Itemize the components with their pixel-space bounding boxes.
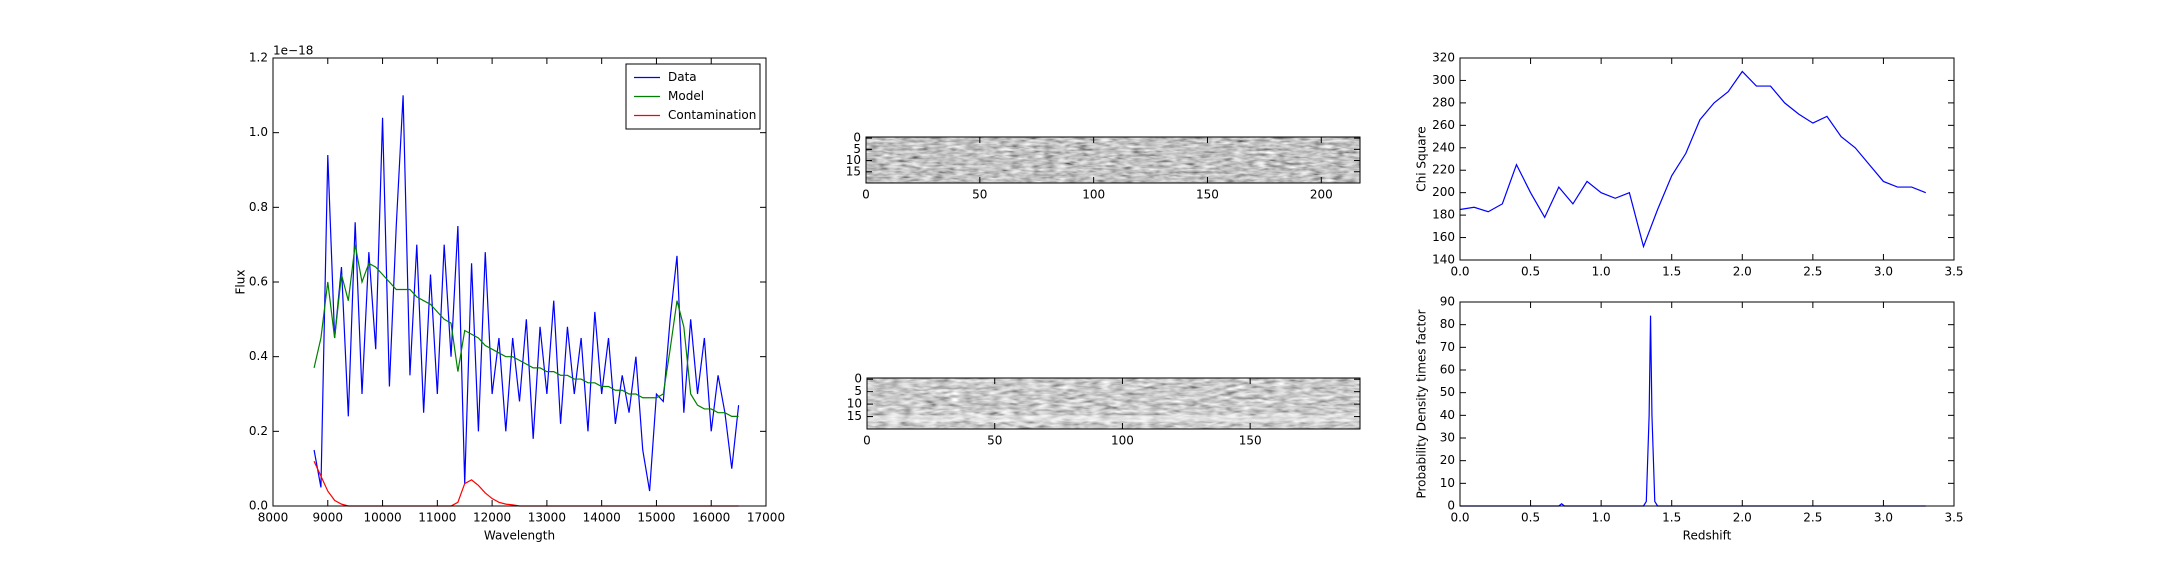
x-tick-label: 100 [1082, 188, 1105, 202]
x-tick-label: 13000 [528, 511, 566, 525]
x-tick-label: 0.0 [1450, 511, 1469, 525]
y-tick-label: 70 [1440, 340, 1455, 354]
y-tick-label: 0 [853, 131, 861, 145]
offset-text: 1e−18 [273, 44, 313, 58]
x-tick-label: 10000 [363, 511, 401, 525]
x-tick-label: 2.0 [1733, 265, 1752, 279]
x-tick-label: 1.0 [1592, 265, 1611, 279]
y-tick-label: 15 [847, 409, 862, 423]
y-axis-label: Chi Square [1415, 126, 1429, 191]
spectrum-image [867, 378, 1360, 429]
x-tick-label: 0.0 [1450, 265, 1469, 279]
y-tick-label: 200 [1432, 185, 1455, 199]
y-tick-label: 0.6 [249, 275, 268, 289]
x-tick-label: 0 [862, 188, 870, 202]
x-tick-label: 12000 [473, 511, 511, 525]
data-line [1460, 315, 1926, 507]
y-tick-label: 260 [1432, 118, 1455, 132]
y-tick-label: 0.2 [249, 424, 268, 438]
y-tick-label: 10 [846, 153, 861, 167]
x-axis-label: Wavelength [484, 529, 555, 543]
data-line [313, 95, 740, 492]
axes-frame [1459, 57, 1955, 261]
axes-frame [866, 377, 1361, 430]
y-tick-label: 1.2 [249, 51, 268, 65]
y-tick-label: 5 [853, 142, 861, 156]
y-tick-label: 80 [1440, 317, 1455, 331]
y-tick-label: 10 [1440, 476, 1455, 490]
x-tick-label: 2.5 [1803, 511, 1822, 525]
y-tick-label: 140 [1432, 253, 1455, 267]
x-tick-label: 1.5 [1662, 511, 1681, 525]
x-tick-label: 15000 [637, 511, 675, 525]
y-tick-label: 0 [1447, 499, 1455, 513]
x-tick-label: 0.5 [1521, 511, 1540, 525]
y-tick-label: 0 [854, 372, 862, 386]
y-tick-label: 15 [846, 164, 861, 178]
x-tick-label: 2.0 [1733, 511, 1752, 525]
x-tick-label: 3.5 [1944, 265, 1963, 279]
axes-frame [1459, 301, 1955, 507]
y-tick-label: 160 [1432, 230, 1455, 244]
y-tick-label: 40 [1440, 408, 1455, 422]
y-tick-label: 0.8 [249, 200, 268, 214]
y-tick-label: 20 [1440, 453, 1455, 467]
x-tick-label: 17000 [747, 511, 785, 525]
y-tick-label: 180 [1432, 208, 1455, 222]
y-tick-label: 1.0 [249, 125, 268, 139]
y-tick-label: 30 [1440, 431, 1455, 445]
y-tick-label: 60 [1440, 363, 1455, 377]
y-tick-label: 50 [1440, 385, 1455, 399]
x-tick-label: 14000 [583, 511, 621, 525]
axes-frame [865, 136, 1361, 184]
y-axis-label: Flux [234, 270, 248, 295]
y-axis-label: Probability Density times factor [1415, 309, 1429, 498]
x-tick-label: 9000 [313, 511, 344, 525]
x-tick-label: 200 [1310, 188, 1333, 202]
x-tick-label: 50 [987, 434, 1002, 448]
y-tick-label: 240 [1432, 140, 1455, 154]
x-tick-label: 1.5 [1662, 265, 1681, 279]
x-tick-label: 0.5 [1521, 265, 1540, 279]
x-tick-label: 1.0 [1592, 511, 1611, 525]
x-tick-label: 16000 [692, 511, 730, 525]
x-axis-label: Redshift [1683, 529, 1732, 543]
legend-label: Contamination [668, 108, 756, 122]
y-tick-label: 90 [1440, 295, 1455, 309]
x-tick-label: 11000 [418, 511, 456, 525]
y-tick-label: 300 [1432, 73, 1455, 87]
trace-band [867, 415, 1360, 422]
x-tick-label: 3.0 [1874, 511, 1893, 525]
y-tick-label: 320 [1432, 51, 1455, 65]
x-tick-label: 3.0 [1874, 265, 1893, 279]
y-tick-label: 220 [1432, 163, 1455, 177]
y-tick-label: 10 [847, 397, 862, 411]
x-tick-label: 150 [1196, 188, 1219, 202]
x-tick-label: 50 [972, 188, 987, 202]
x-tick-label: 2.5 [1803, 265, 1822, 279]
y-tick-label: 0.4 [249, 349, 268, 363]
x-tick-label: 150 [1239, 434, 1262, 448]
x-tick-label: 8000 [258, 511, 289, 525]
spectrum-image [866, 137, 1360, 183]
x-tick-label: 0 [863, 434, 871, 448]
data-line [1459, 70, 1926, 249]
y-tick-label: 280 [1432, 95, 1455, 109]
x-tick-label: 100 [1111, 434, 1134, 448]
data-line [313, 244, 739, 417]
y-tick-label: 0.0 [249, 499, 268, 513]
x-tick-label: 3.5 [1944, 511, 1963, 525]
legend-label: Data [668, 70, 697, 84]
y-tick-label: 5 [854, 384, 862, 398]
legend-label: Model [668, 89, 704, 103]
